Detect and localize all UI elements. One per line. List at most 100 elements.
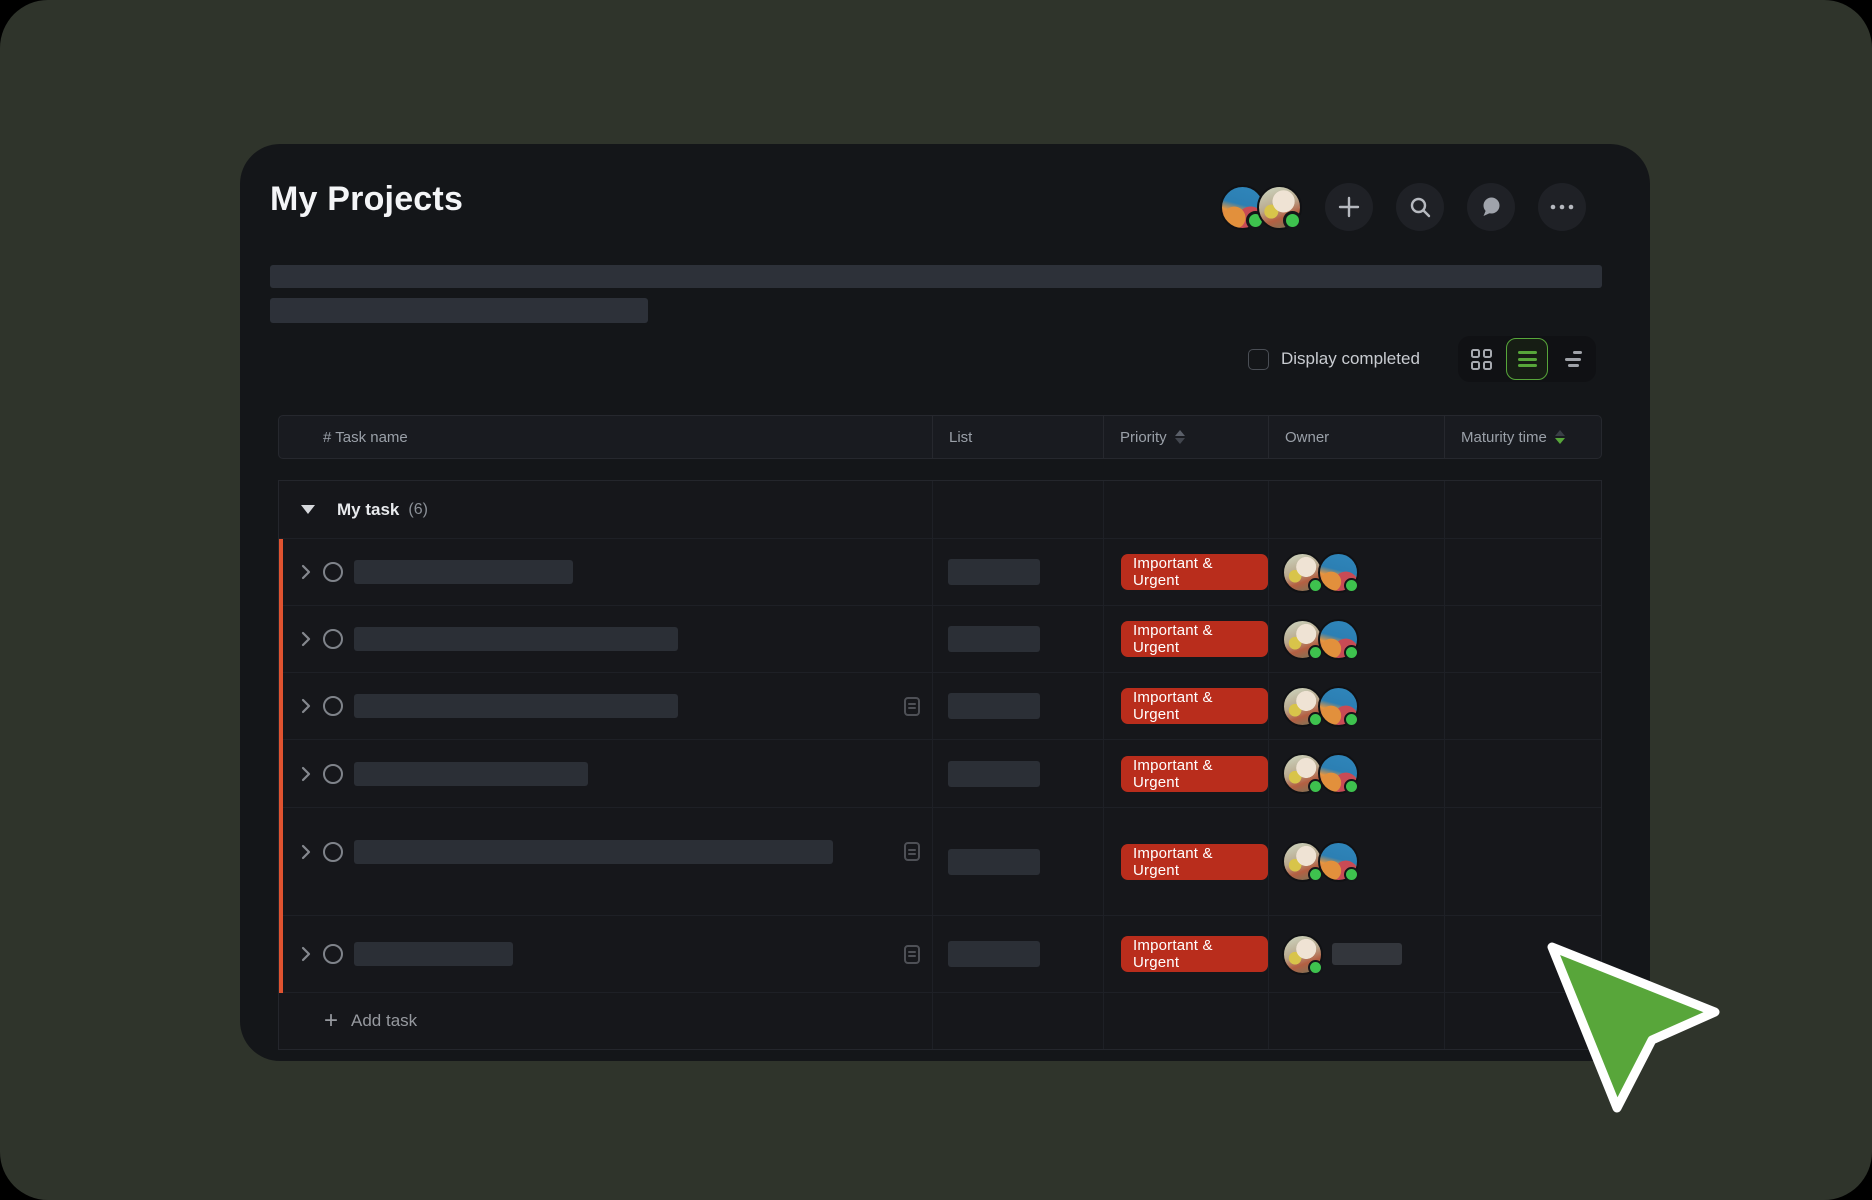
owner-avatars <box>1282 551 1359 593</box>
maturity-time-cell <box>1445 740 1603 807</box>
list-cell <box>933 539 1104 605</box>
add-task-empty-cell <box>1104 993 1269 1049</box>
table-row: Important & Urgent <box>279 740 1601 808</box>
task-name-cell <box>279 808 933 915</box>
avatar[interactable] <box>1257 184 1302 230</box>
priority-cell: Important & Urgent <box>1104 740 1269 807</box>
chevron-right-icon <box>301 631 311 647</box>
priority-cell: Important & Urgent <box>1104 539 1269 605</box>
group-empty-cell <box>1269 481 1445 538</box>
header-actions <box>1220 183 1586 231</box>
online-status-dot <box>1344 644 1359 660</box>
group-accent-bar <box>279 539 283 993</box>
table-row: Important & Urgent <box>279 916 1601 993</box>
task-status-circle[interactable] <box>323 944 343 964</box>
display-completed-control: Display completed <box>1248 336 1420 382</box>
task-name-placeholder <box>354 694 678 718</box>
display-completed-label: Display completed <box>1281 349 1420 368</box>
owner-avatar[interactable] <box>1282 933 1323 975</box>
priority-badge[interactable]: Important & Urgent <box>1121 554 1268 590</box>
add-task-empty-cell <box>1269 993 1445 1049</box>
add-task-cell[interactable]: + Add task <box>279 993 933 1049</box>
list-cell <box>933 606 1104 672</box>
document-icon <box>904 944 920 964</box>
owner-cell <box>1269 916 1445 992</box>
owner-avatar[interactable] <box>1318 753 1359 794</box>
priority-cell: Important & Urgent <box>1104 673 1269 739</box>
owner-avatar[interactable] <box>1318 618 1359 660</box>
expand-chevron[interactable] <box>301 844 311 860</box>
caret-down-icon[interactable] <box>301 505 315 514</box>
expand-chevron[interactable] <box>301 631 311 647</box>
online-status-dot <box>1283 210 1302 230</box>
column-header--task-name[interactable]: # Task name <box>279 416 933 458</box>
owner-avatars <box>1282 841 1359 882</box>
task-name-line <box>279 942 932 966</box>
task-name-line <box>279 839 932 864</box>
expand-chevron[interactable] <box>301 564 311 580</box>
owner-avatar[interactable] <box>1318 685 1359 727</box>
task-status-circle[interactable] <box>323 629 343 649</box>
maturity-time-cell <box>1445 539 1603 605</box>
column-header-priority[interactable]: Priority <box>1104 416 1269 458</box>
more-button[interactable] <box>1538 183 1586 231</box>
priority-badge[interactable]: Important & Urgent <box>1121 621 1268 657</box>
list-placeholder <box>948 848 1040 875</box>
list-placeholder <box>948 559 1040 585</box>
online-status-dot <box>1344 867 1359 882</box>
column-header-owner[interactable]: Owner <box>1269 416 1445 458</box>
owner-cell <box>1269 539 1445 605</box>
table-body: My task (6) Important & Urgent Important & … <box>278 480 1602 1050</box>
task-status-circle[interactable] <box>323 562 343 582</box>
owner-avatar[interactable] <box>1282 841 1323 882</box>
plus-icon: + <box>324 1007 339 1034</box>
owner-avatar[interactable] <box>1282 753 1323 794</box>
group-count: (6) <box>408 500 428 518</box>
add-button[interactable] <box>1325 183 1373 231</box>
search-button[interactable] <box>1396 183 1444 231</box>
filter-view-button[interactable] <box>1552 338 1594 380</box>
task-name-line <box>279 627 932 651</box>
column-header-label: List <box>949 428 973 446</box>
task-status-circle[interactable] <box>323 763 343 784</box>
maturity-time-cell <box>1445 606 1603 672</box>
chevron-right-icon <box>301 698 311 714</box>
chat-button[interactable] <box>1467 183 1515 231</box>
owner-avatar[interactable] <box>1318 551 1359 593</box>
expand-chevron[interactable] <box>301 946 311 962</box>
owner-avatar[interactable] <box>1282 551 1323 593</box>
priority-badge[interactable]: Important & Urgent <box>1121 936 1268 972</box>
display-completed-checkbox[interactable] <box>1248 348 1269 370</box>
list-placeholder <box>948 941 1040 967</box>
priority-badge[interactable]: Important & Urgent <box>1121 688 1268 724</box>
column-header-list[interactable]: List <box>933 416 1104 458</box>
owner-avatar[interactable] <box>1282 618 1323 660</box>
table-row: Important & Urgent <box>279 808 1601 916</box>
priority-badge[interactable]: Important & Urgent <box>1121 843 1268 880</box>
task-name-line <box>279 761 932 786</box>
online-status-dot <box>1344 577 1359 593</box>
column-header-maturity-time[interactable]: Maturity time <box>1445 416 1603 458</box>
expand-chevron[interactable] <box>301 766 311 782</box>
owner-avatar[interactable] <box>1282 685 1323 727</box>
expand-chevron[interactable] <box>301 698 311 714</box>
list-cell <box>933 808 1104 915</box>
list-view-button[interactable] <box>1506 338 1548 380</box>
redacted-description-line <box>270 298 648 323</box>
task-name-cell <box>279 539 933 605</box>
priority-cell: Important & Urgent <box>1104 808 1269 915</box>
column-header-label: Priority <box>1120 428 1167 446</box>
owner-cell <box>1269 808 1445 915</box>
add-task-row[interactable]: + Add task <box>279 993 1601 1049</box>
list-controls: Display completed <box>240 336 1602 382</box>
filter-sort-icon <box>1564 351 1582 367</box>
grid-view-button[interactable] <box>1460 338 1502 380</box>
owner-avatar[interactable] <box>1318 841 1359 882</box>
task-table: # Task name List Priority Owner Maturity tim… <box>278 415 1602 1050</box>
group-cell[interactable]: My task (6) <box>279 481 933 538</box>
task-status-circle[interactable] <box>323 841 343 862</box>
priority-badge[interactable]: Important & Urgent <box>1121 755 1268 792</box>
group-label: My task <box>337 499 400 519</box>
task-status-circle[interactable] <box>323 696 343 716</box>
column-header-label: # Task name <box>323 428 408 446</box>
